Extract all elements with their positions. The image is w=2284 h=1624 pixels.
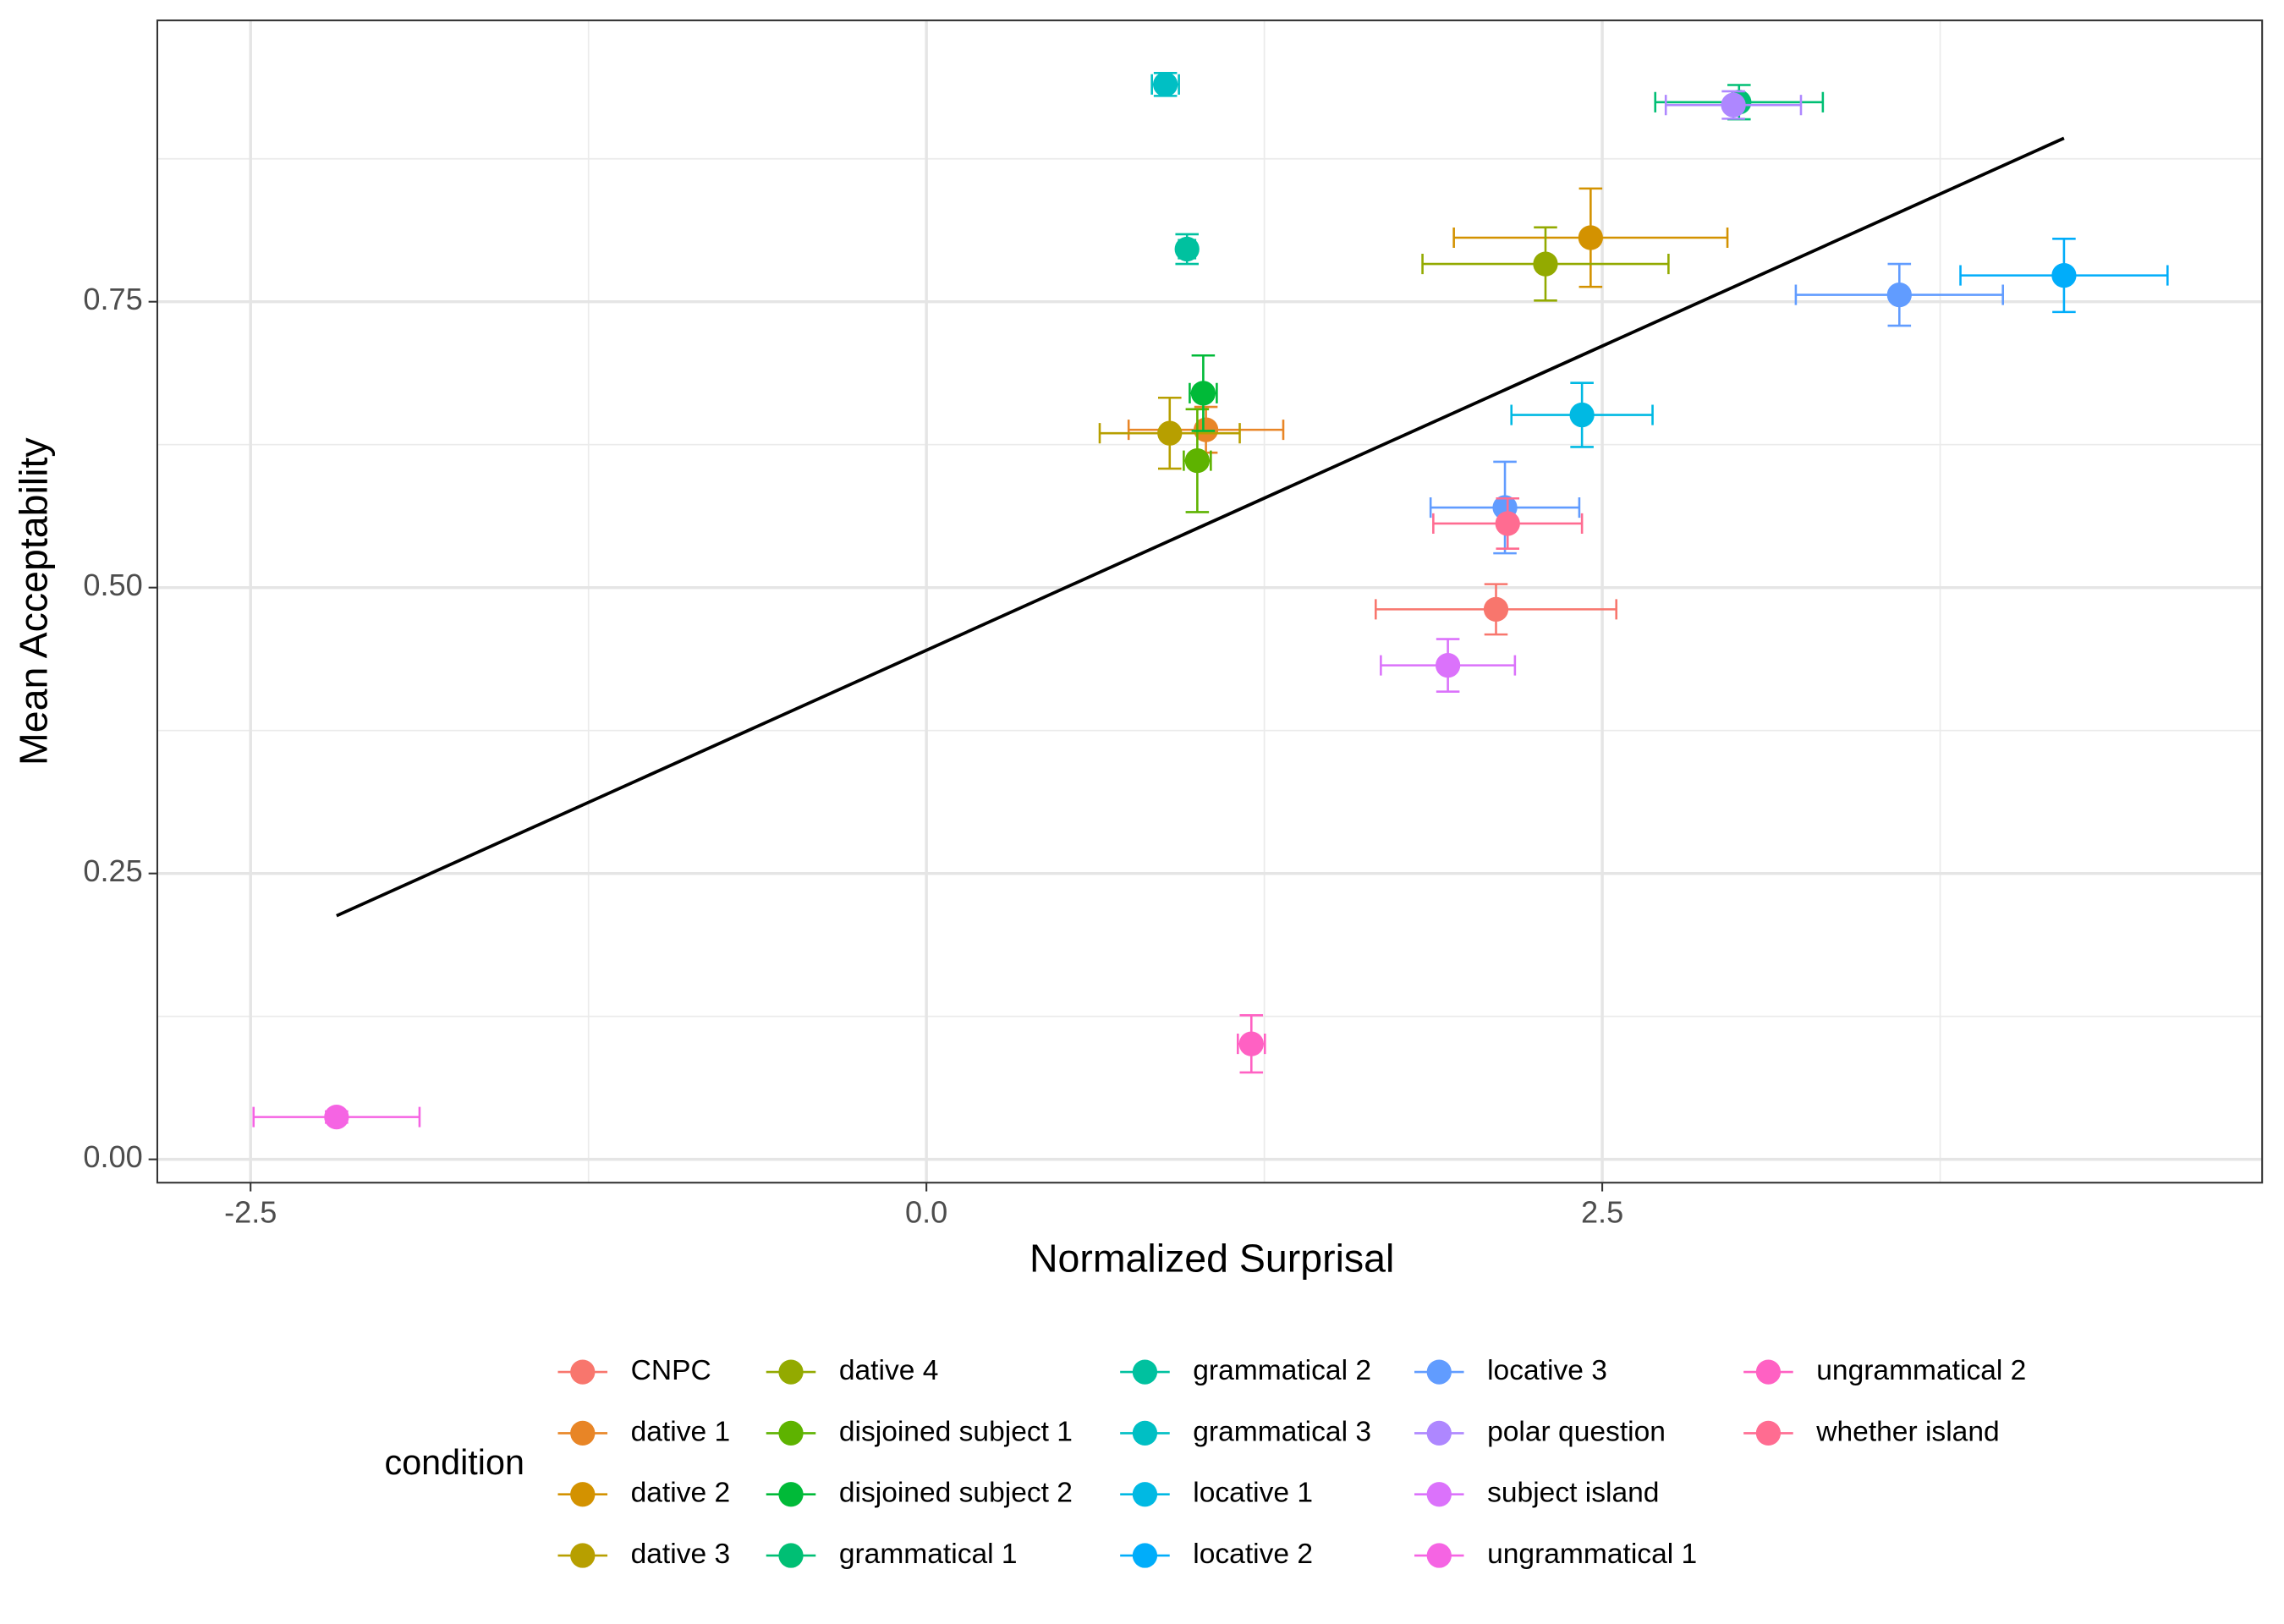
y-tick-label: 0.75 bbox=[83, 282, 142, 316]
legend-key bbox=[570, 1420, 596, 1446]
legend-label: ungrammatical 1 bbox=[1487, 1539, 1697, 1570]
legend-key bbox=[778, 1482, 804, 1507]
legend-key bbox=[1132, 1482, 1158, 1507]
x-tick-label: -2.5 bbox=[224, 1195, 277, 1230]
point bbox=[324, 1104, 349, 1130]
legend-key bbox=[570, 1543, 596, 1568]
point bbox=[1184, 447, 1211, 474]
y-axis-title: Mean Acceptability bbox=[11, 437, 55, 765]
y-tick-label: 0.00 bbox=[83, 1139, 142, 1174]
legend-key bbox=[1426, 1420, 1452, 1446]
legend-label: dative 3 bbox=[631, 1539, 731, 1570]
point bbox=[1578, 225, 1603, 250]
point bbox=[1238, 1031, 1264, 1056]
x-axis-title: Normalized Surprisal bbox=[1029, 1236, 1394, 1280]
point bbox=[1193, 417, 1219, 442]
x-tick-label: 0.0 bbox=[905, 1195, 947, 1230]
legend-label: grammatical 2 bbox=[1193, 1355, 1371, 1386]
legend-key bbox=[1426, 1359, 1452, 1385]
point bbox=[2051, 262, 2077, 288]
legend-key bbox=[1755, 1359, 1782, 1385]
legend-label: locative 3 bbox=[1487, 1355, 1607, 1386]
legend-label: dative 2 bbox=[631, 1478, 731, 1509]
legend-key bbox=[570, 1482, 596, 1507]
legend-label: whether island bbox=[1815, 1416, 1999, 1447]
point bbox=[1435, 652, 1461, 678]
y-tick-label: 0.50 bbox=[83, 568, 142, 602]
legend-key bbox=[778, 1543, 804, 1568]
legend-label: subject island bbox=[1487, 1478, 1659, 1509]
x-tick-label: 2.5 bbox=[1581, 1195, 1623, 1230]
y-tick-label: 0.25 bbox=[83, 853, 142, 888]
marks bbox=[252, 72, 2169, 1130]
legend-key bbox=[1426, 1482, 1452, 1507]
panel-border bbox=[156, 19, 2264, 1184]
point bbox=[1886, 282, 1912, 308]
legend-label: locative 1 bbox=[1193, 1478, 1313, 1509]
legend-label: disjoined subject 1 bbox=[839, 1416, 1073, 1447]
legend-label: CNPC bbox=[631, 1355, 711, 1386]
legend-label: polar question bbox=[1487, 1416, 1666, 1447]
legend-key bbox=[1132, 1359, 1158, 1385]
point bbox=[1721, 92, 1746, 118]
fit-line bbox=[336, 136, 2065, 918]
point bbox=[1153, 72, 1178, 97]
legend-title: condition bbox=[385, 1443, 524, 1482]
legend-key bbox=[778, 1420, 804, 1446]
legend-label: locative 2 bbox=[1193, 1539, 1313, 1570]
point bbox=[1157, 420, 1183, 446]
point bbox=[1174, 236, 1200, 262]
point bbox=[1569, 402, 1595, 428]
point bbox=[1483, 596, 1509, 623]
grid bbox=[156, 20, 2263, 1183]
legend-label: grammatical 3 bbox=[1193, 1416, 1371, 1447]
legend-label: disjoined subject 2 bbox=[839, 1478, 1073, 1509]
legend-key bbox=[1426, 1543, 1452, 1568]
legend-key bbox=[1755, 1420, 1782, 1446]
legend-label: dative 4 bbox=[839, 1355, 939, 1386]
point bbox=[1533, 251, 1558, 277]
legend-label: dative 1 bbox=[631, 1416, 731, 1447]
legend: CNPC dative 1 dative 2 dative 3 dative 4 disj… bbox=[557, 1355, 2026, 1570]
legend-label: grammatical 1 bbox=[839, 1539, 1018, 1570]
legend-key bbox=[1132, 1420, 1158, 1446]
legend-label: ungrammatical 2 bbox=[1816, 1355, 2026, 1386]
legend-key bbox=[570, 1359, 596, 1385]
legend-key bbox=[1132, 1543, 1158, 1568]
legend-key bbox=[778, 1359, 804, 1385]
point bbox=[1495, 511, 1520, 536]
point bbox=[1190, 381, 1216, 406]
